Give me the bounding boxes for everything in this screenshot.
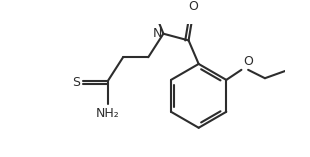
Text: N: N [152, 27, 162, 40]
Text: O: O [188, 0, 198, 13]
Text: O: O [243, 55, 253, 68]
Text: S: S [72, 76, 80, 89]
Text: NH₂: NH₂ [96, 107, 120, 120]
